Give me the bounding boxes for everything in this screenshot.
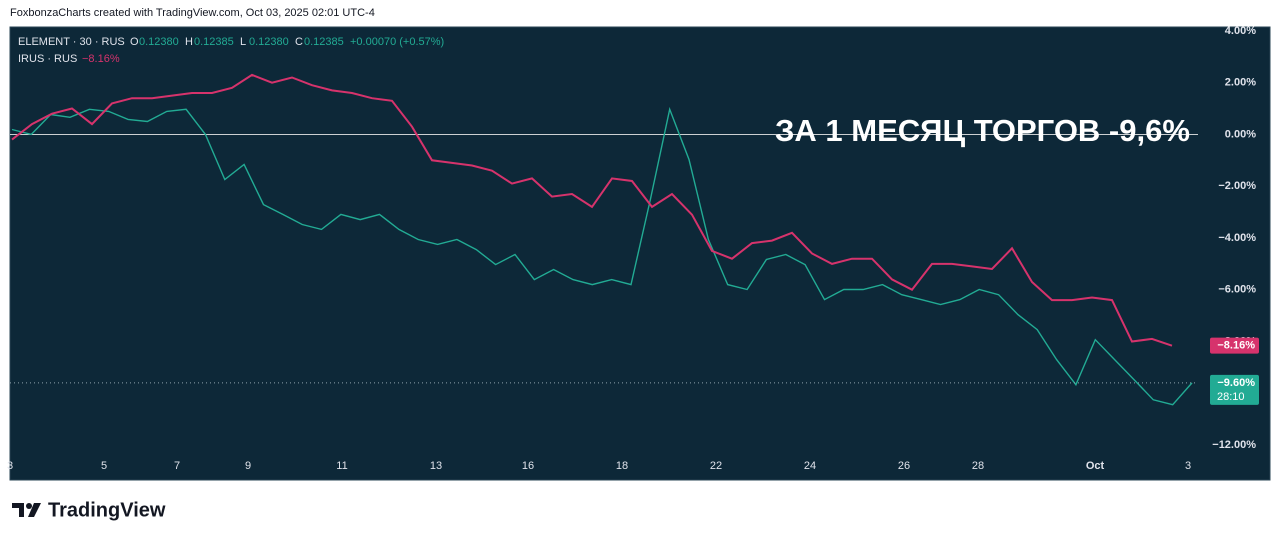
brand-logo (12, 503, 41, 517)
y-tick-label: −12.00% (1212, 439, 1256, 451)
x-tick-label: 13 (430, 460, 442, 472)
y-tick-label: 4.00% (1225, 25, 1256, 37)
legend-value: 0.12380 (139, 36, 179, 48)
chart-area (9, 26, 1271, 481)
legend-key: O (130, 36, 139, 48)
header: FoxbonzaCharts created with TradingView.… (10, 7, 375, 19)
series-line (11, 106, 1193, 406)
countdown: 28:10 (1217, 391, 1245, 403)
x-tick-label: 18 (616, 460, 628, 472)
price-label: −8.16% (1217, 340, 1255, 352)
y-tick-label: 0.00% (1225, 128, 1256, 140)
x-tick-label: 5 (101, 460, 107, 472)
y-tick-label: −2.00% (1218, 180, 1256, 192)
x-tick-label: 16 (522, 460, 534, 472)
x-tick-label: 11 (336, 460, 347, 472)
legend-key: H (185, 36, 193, 48)
x-tick-label: 28 (972, 460, 984, 472)
legend-key: C (295, 36, 303, 48)
x-tick-label: 9 (245, 460, 251, 472)
legend-value: −8.16% (82, 53, 120, 65)
legend-value: 0.12385 (304, 36, 344, 48)
brand: TradingView (48, 499, 166, 521)
legend-name: ELEMENT · 30 · RUS (18, 36, 125, 48)
x-tick-label: 24 (804, 460, 816, 472)
legend-value: 0.12380 (249, 36, 289, 48)
x-tick-label: 26 (898, 460, 910, 472)
legend-value: 0.12385 (194, 36, 234, 48)
annotation: ЗА 1 МЕСЯЦ ТОРГОВ -9,6% (775, 113, 1190, 148)
price-label-box (1210, 374, 1259, 405)
x-tick-label: 7 (174, 460, 180, 472)
x-tick-label: 22 (710, 460, 722, 472)
y-tick-label: −6.00% (1218, 284, 1256, 296)
x-tick-label: 3 (7, 460, 13, 472)
y-tick-label: −4.00% (1218, 232, 1256, 244)
price-label-box (1210, 337, 1259, 354)
legend-key: L (240, 36, 246, 48)
x-tick-label: 3 (1185, 460, 1191, 472)
legend-name: IRUS · RUS (18, 53, 77, 65)
x-tick-label: Oct (1086, 460, 1105, 472)
legend-change: +0.00070 (+0.57%) (350, 36, 444, 48)
price-label: −9.60% (1217, 377, 1255, 389)
series-line (11, 73, 1173, 347)
y-tick-label: 2.00% (1225, 77, 1256, 89)
